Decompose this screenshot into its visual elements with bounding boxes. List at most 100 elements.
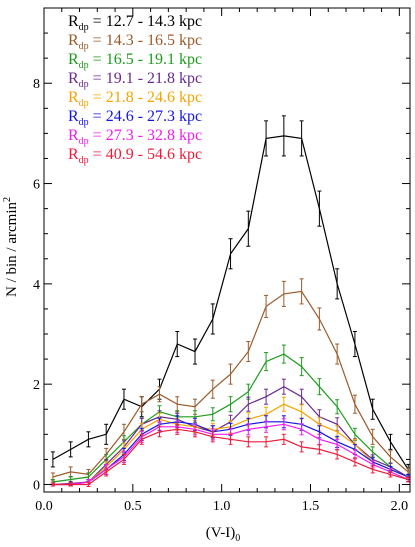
series-1-errorbar (335, 268, 340, 300)
x-tick-label: 0.0 (35, 499, 53, 514)
series-2-errorbar (157, 386, 162, 403)
series-8-errorbar (210, 431, 215, 443)
series-2-errorbar (317, 307, 322, 331)
series-1-errorbar (50, 451, 55, 468)
series-5-errorbar (281, 396, 286, 412)
x-tick-label: 0.5 (124, 499, 142, 514)
series-2-errorbar (264, 294, 269, 318)
series-8 (50, 423, 411, 487)
series-7-errorbar (335, 438, 340, 450)
x-tick-label: 1.0 (213, 499, 231, 514)
series-8-errorbar (86, 481, 91, 487)
legend-entry-symbol: R (68, 127, 79, 144)
axes-layer: 0.0 0.5 1.0 1.5 2.0 0 2 4 6 8 (33, 7, 411, 514)
legend-entry-5: Rdp = 21.8 - 24.6 kpc (68, 89, 202, 109)
series-4-errorbar (281, 378, 286, 395)
series-3-errorbar (210, 407, 215, 422)
series-8-errorbar (264, 436, 269, 448)
series-2-errorbar (228, 363, 233, 385)
series-2-errorbar (139, 396, 144, 413)
series-8-errorbar (352, 457, 357, 467)
legend-entry-subscript: dp (79, 98, 89, 109)
legend-entry-range: = 24.6 - 27.3 kpc (89, 108, 202, 125)
series-4-errorbar (299, 388, 304, 405)
series-2-errorbar (246, 341, 251, 363)
series-8-errorbar (104, 467, 109, 477)
legend-entry-subscript: dp (79, 117, 89, 128)
series-4-errorbar (264, 388, 269, 405)
series-2-errorbar (335, 343, 340, 365)
x-axis-title-sub: 0 (235, 533, 240, 544)
legend-entry-range: = 40.9 - 54.6 kpc (89, 146, 202, 163)
series-1-errorbar (175, 331, 180, 358)
legend-entry-symbol: R (68, 32, 79, 49)
series-1-errorbar (352, 331, 357, 358)
legend-entry-range: = 12.7 - 14.3 kpc (89, 13, 202, 30)
series-8-errorbar (246, 436, 251, 448)
series-8-errorbar (193, 426, 198, 438)
series-1-errorbar (68, 441, 73, 458)
series-layer (50, 115, 411, 487)
legend-entry-subscript: dp (79, 41, 89, 52)
legend-entry-range: = 14.3 - 16.5 kpc (89, 32, 202, 49)
legend-entry-6: Rdp = 24.6 - 27.3 kpc (68, 108, 202, 128)
legend-entry-2: Rdp = 14.3 - 16.5 kpc (68, 32, 202, 52)
legend-entry-8: Rdp = 40.9 - 54.6 kpc (68, 146, 202, 166)
legend-entry-1: Rdp = 12.7 - 14.3 kpc (68, 13, 202, 33)
series-2-errorbar (299, 278, 304, 305)
legend-entry-subscript: dp (79, 136, 89, 147)
legend-entry-subscript: dp (79, 22, 89, 33)
legend-entry-subscript: dp (79, 60, 89, 71)
x-axis-title: (V-I)0 (206, 525, 240, 544)
x-axis-title-main: (V-I) (206, 525, 235, 541)
series-8-errorbar (68, 482, 73, 487)
series-8-errorbar (157, 426, 162, 438)
y-tick-label: 6 (33, 178, 40, 193)
series-6 (50, 415, 411, 487)
series-1-errorbar (193, 338, 198, 365)
y-tick-label: 8 (33, 77, 40, 92)
series-1-errorbar (210, 303, 215, 335)
legend-entry-symbol: R (68, 70, 79, 87)
series-4-errorbar (246, 396, 251, 412)
series-2-errorbar (370, 428, 375, 445)
legend-entry-symbol: R (68, 51, 79, 68)
series-8-errorbar (317, 444, 322, 455)
plot-frame (43, 7, 411, 493)
y-axis-title-sup: 2 (2, 197, 13, 202)
series-8-errorbar (370, 465, 375, 474)
legend-entry-symbol: R (68, 89, 79, 106)
legend-entry-subscript: dp (79, 79, 89, 90)
series-1-errorbar (121, 388, 126, 410)
series-7-errorbar (299, 423, 304, 436)
series-1-errorbar (281, 115, 286, 157)
legend-entry-7: Rdp = 27.3 - 32.8 kpc (68, 127, 202, 147)
x-tick-label: 1.5 (302, 499, 320, 514)
legend-entry-4: Rdp = 19.1 - 21.8 kpc (68, 70, 202, 90)
series-7-errorbar (317, 433, 322, 445)
series-1-errorbar (264, 120, 269, 157)
series-2-errorbar (281, 280, 286, 307)
series-2-errorbar (210, 379, 215, 399)
series-8-errorbar (50, 482, 55, 487)
series-7-errorbar (281, 418, 286, 431)
series-1-errorbar (370, 398, 375, 420)
series-1-errorbar (246, 210, 251, 247)
series-8-errorbar (139, 433, 144, 445)
y-tick-label: 2 (33, 378, 40, 393)
series-2-errorbar (388, 450, 393, 464)
legend-entry-range: = 16.5 - 19.1 kpc (89, 51, 202, 68)
legend-entry-3: Rdp = 16.5 - 19.1 kpc (68, 51, 202, 71)
series-7-errorbar (246, 423, 251, 436)
y-axis-title-main: N / bin / arcmin (4, 202, 20, 297)
series-1-errorbar (388, 433, 393, 450)
series-3-errorbar (335, 399, 340, 415)
series-8-errorbar (299, 441, 304, 453)
series-3-errorbar (299, 357, 304, 377)
y-axis-title: N / bin / arcmin2 (2, 197, 20, 297)
legend-entry-range: = 21.8 - 24.6 kpc (89, 89, 202, 106)
series-1 (50, 115, 411, 475)
series-8-errorbar (121, 453, 126, 465)
